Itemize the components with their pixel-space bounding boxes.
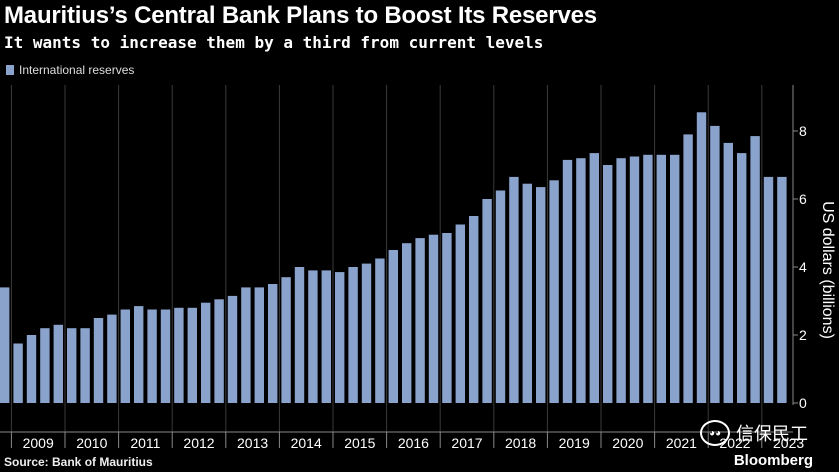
- bar: [710, 125, 720, 404]
- bar: [750, 136, 760, 403]
- bar: [147, 309, 157, 403]
- x-tick-label: 2010: [76, 435, 107, 451]
- legend-label: International reserves: [19, 63, 135, 77]
- bar: [241, 287, 251, 403]
- bar: [562, 159, 573, 403]
- bar: [375, 258, 385, 403]
- bar: [777, 176, 787, 403]
- x-tick-label: 2015: [344, 435, 375, 451]
- bar: [107, 314, 117, 403]
- bar: [120, 309, 130, 403]
- bar: [13, 343, 23, 403]
- bar: [335, 272, 345, 403]
- bar: [134, 306, 144, 403]
- bar: [763, 176, 774, 403]
- x-tick-label: 2011: [130, 435, 160, 451]
- bar: [603, 165, 613, 403]
- bar: [455, 224, 465, 403]
- chart-title: Mauritius’s Central Bank Plans to Boost …: [4, 2, 597, 29]
- bar: [388, 250, 398, 403]
- bar: [308, 270, 318, 403]
- bar: [576, 158, 586, 403]
- legend-swatch: [6, 65, 14, 75]
- bar: [469, 216, 479, 403]
- bar: [415, 238, 425, 403]
- bar: [643, 154, 653, 403]
- x-tick-label: 2012: [183, 435, 214, 451]
- bar: [281, 277, 291, 403]
- y-axis-label: US dollars (billions): [819, 201, 836, 339]
- y-tick-label: 4: [799, 259, 807, 275]
- y-tick-label: 2: [799, 327, 807, 343]
- bar: [629, 156, 640, 403]
- bar: [428, 234, 439, 403]
- y-tick-label: 8: [799, 123, 807, 139]
- bar: [442, 233, 452, 403]
- x-tick-label: 2023: [773, 435, 804, 451]
- bar: [67, 328, 77, 403]
- bar: [656, 154, 666, 403]
- bar: [160, 309, 171, 403]
- bar: [696, 112, 707, 404]
- bar: [683, 134, 693, 403]
- bar: [174, 307, 184, 403]
- bar: [268, 284, 278, 403]
- x-tick-label: 2014: [291, 435, 322, 451]
- y-tick-label: 0: [799, 395, 807, 411]
- brand-logo: Bloomberg: [733, 452, 813, 469]
- x-tick-label: 2009: [23, 435, 54, 451]
- bar: [348, 267, 358, 403]
- legend: International reserves: [6, 63, 134, 77]
- bar: [536, 187, 546, 403]
- bar: [294, 267, 305, 403]
- x-tick-label: 2021: [666, 435, 697, 451]
- bar: [589, 153, 599, 403]
- bar: [509, 176, 519, 403]
- watermark-text: 信保民工: [736, 424, 808, 444]
- bar: [495, 190, 506, 403]
- bar: [80, 328, 90, 403]
- bar: [482, 199, 492, 403]
- y-tick-label: 6: [799, 191, 807, 207]
- x-tick-label: 2019: [559, 435, 590, 451]
- x-tick-label: 2013: [237, 435, 268, 451]
- bar: [616, 158, 626, 403]
- wechat-icon: ◕◕: [700, 420, 730, 446]
- source-note: Source: Bank of Mauritius: [4, 455, 153, 469]
- bar: [214, 299, 224, 403]
- watermark: ◕◕ 信保民工: [700, 420, 808, 446]
- x-tick-label: 2018: [505, 435, 536, 451]
- bar: [93, 318, 104, 403]
- chart-subtitle: It wants to increase them by a third fro…: [4, 33, 544, 52]
- bar: [227, 295, 238, 403]
- bar: [53, 324, 63, 403]
- bar: [670, 154, 680, 403]
- bar: [522, 183, 532, 403]
- bar: [40, 328, 50, 403]
- bar: [0, 287, 10, 403]
- bar: [361, 263, 372, 403]
- bar: [723, 142, 733, 403]
- bar: [254, 287, 264, 403]
- bar: [201, 302, 211, 403]
- bar: [321, 270, 331, 403]
- bar: [187, 307, 197, 403]
- bar: [402, 243, 412, 403]
- x-tick-label: 2017: [451, 435, 482, 451]
- bar: [26, 335, 37, 403]
- x-tick-label: 2020: [612, 435, 643, 451]
- x-tick-label: 2016: [398, 435, 429, 451]
- bar: [737, 153, 747, 403]
- bar: [549, 180, 559, 403]
